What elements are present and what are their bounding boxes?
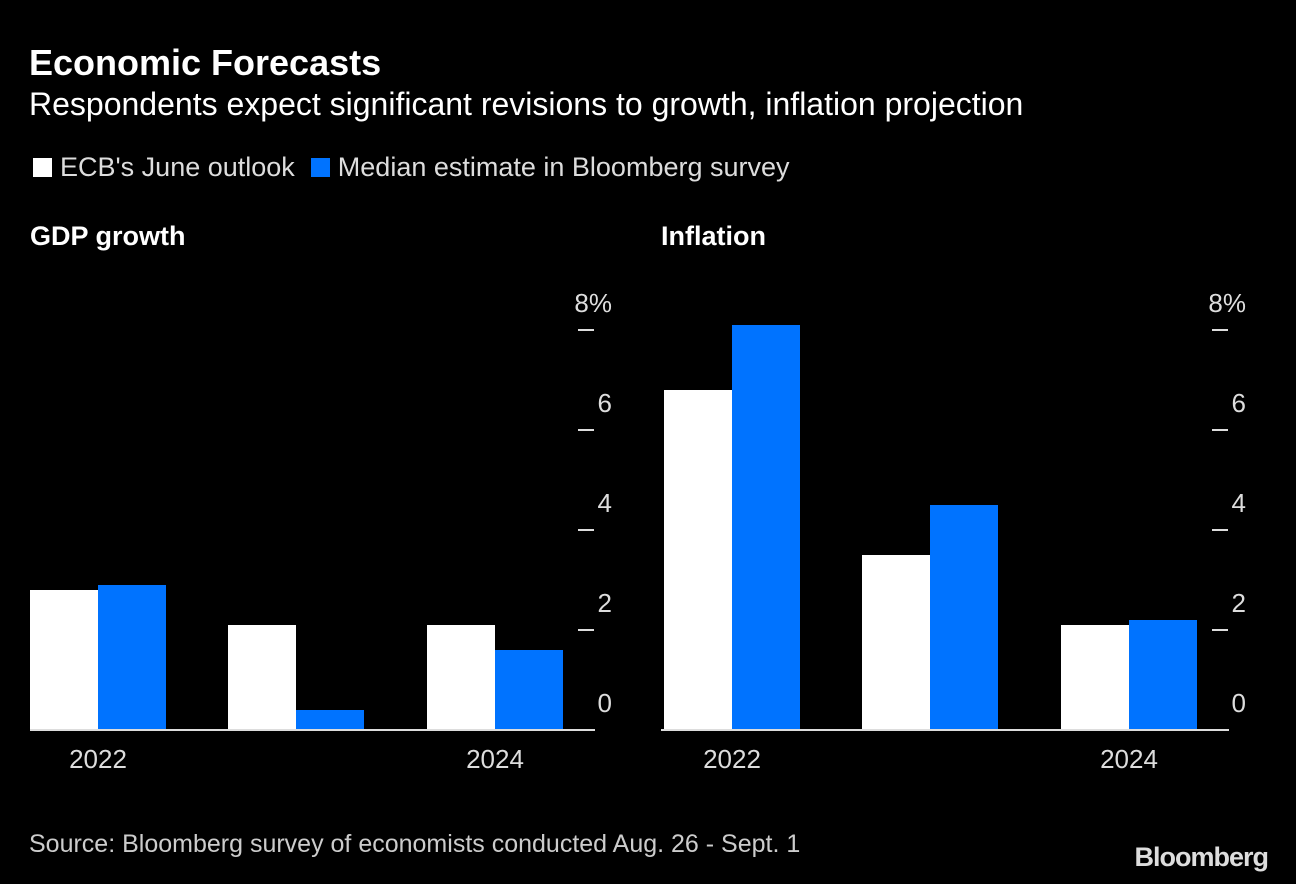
- bloomberg-logo: Bloomberg: [1134, 842, 1269, 872]
- bar-2023-ecb: [862, 555, 930, 730]
- legend: ECB's June outlook Median estimate in Bl…: [33, 152, 806, 183]
- bar-2024-survey: [1129, 620, 1197, 730]
- bar-2022-survey: [98, 585, 166, 730]
- y-tick-label: 4: [598, 488, 612, 518]
- panel-title: Inflation: [661, 221, 766, 251]
- y-tick-label: 2: [598, 588, 612, 618]
- bar-2023-survey: [930, 505, 998, 730]
- y-tick-label: 8%: [574, 288, 612, 318]
- x-tick-label: 2024: [1100, 744, 1158, 774]
- bar-2023-survey: [296, 710, 364, 730]
- bar-2023-ecb: [228, 625, 296, 730]
- legend-swatch-ecb: [33, 158, 52, 177]
- y-tick-label: 8%: [1208, 288, 1246, 318]
- x-tick-label: 2022: [703, 744, 761, 774]
- chart-subtitle: Respondents expect significant revisions…: [29, 86, 1024, 122]
- y-tick-label: 2: [1232, 588, 1246, 618]
- bar-2022-ecb: [664, 390, 732, 730]
- y-tick-label: 6: [1232, 388, 1246, 418]
- y-tick-label: 4: [1232, 488, 1246, 518]
- bar-2024-ecb: [1061, 625, 1129, 730]
- chart-title: Economic Forecasts: [29, 42, 382, 83]
- bar-2022-survey: [732, 325, 800, 730]
- legend-label-survey: Median estimate in Bloomberg survey: [337, 152, 790, 182]
- bar-2022-ecb: [30, 590, 98, 730]
- y-tick-label: 6: [598, 388, 612, 418]
- legend-swatch-survey: [310, 158, 330, 177]
- panel-title: GDP growth: [30, 221, 186, 251]
- x-tick-label: 2022: [69, 744, 127, 774]
- y-tick-label: 0: [1232, 688, 1246, 718]
- legend-label-ecb: ECB's June outlook: [60, 152, 295, 182]
- y-tick-label: 0: [598, 688, 612, 718]
- x-tick-label: 2024: [466, 744, 524, 774]
- bar-2024-survey: [495, 650, 563, 730]
- bar-2024-ecb: [427, 625, 495, 730]
- source-note: Source: Bloomberg survey of economists c…: [29, 830, 801, 858]
